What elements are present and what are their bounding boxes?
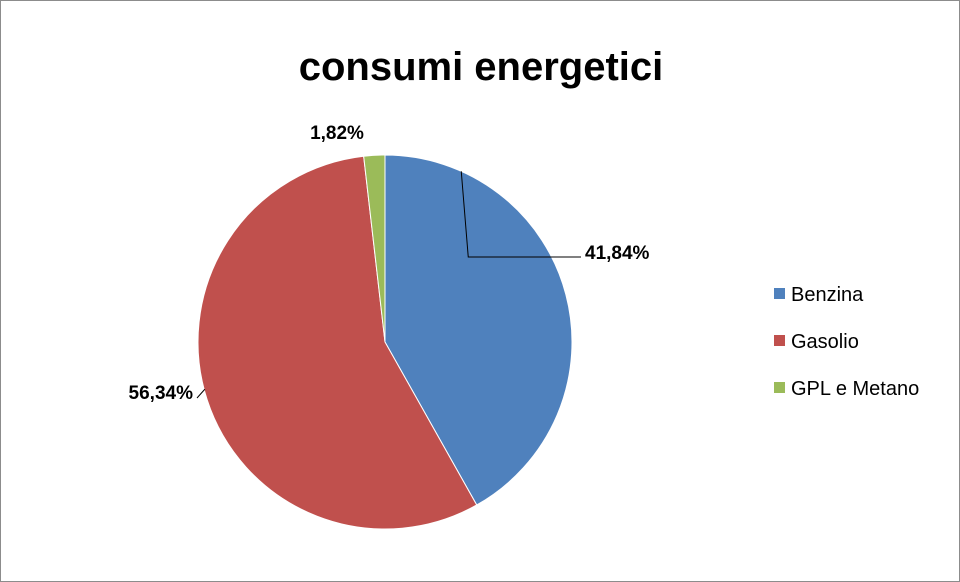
data-labels: 41,84% 56,34% 1,82% — [129, 123, 650, 404]
data-label-gasolio: 56,34% — [129, 383, 194, 404]
leader-line-benzina — [460, 171, 581, 258]
legend: Benzina Gasolio GPL e Metano — [774, 284, 919, 400]
legend-label-gpl-metano: GPL e Metano — [791, 378, 919, 400]
pie-slices — [197, 154, 573, 530]
legend-swatch-gpl-metano — [774, 382, 785, 393]
leader-lines — [196, 171, 581, 399]
data-label-benzina: 41,84% — [585, 243, 650, 264]
legend-swatch-benzina — [774, 288, 785, 299]
slice-gasolio — [197, 155, 478, 530]
legend-swatch-gasolio — [774, 335, 785, 346]
data-label-gpl-metano: 1,82% — [310, 123, 364, 144]
legend-label-gasolio: Gasolio — [791, 331, 859, 353]
chart-title: consumi energetici — [299, 45, 664, 89]
slice-benzina — [384, 154, 573, 506]
leader-line-gasolio — [196, 388, 206, 399]
legend-label-benzina: Benzina — [791, 284, 864, 306]
slice-gpl-metano — [363, 154, 386, 343]
